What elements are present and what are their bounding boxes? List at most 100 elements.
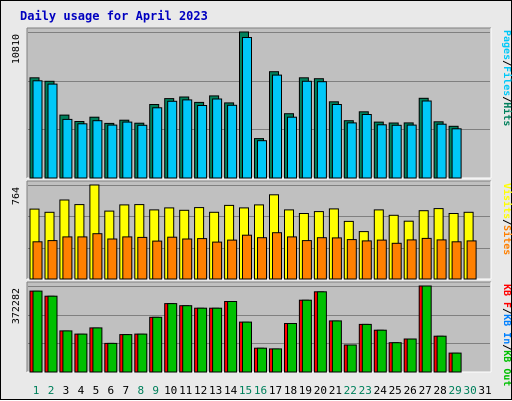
bar-sites-day-18 [287,236,297,280]
bar-files-day-22 [346,122,357,179]
bar-kb-out-day-1 [32,290,43,373]
bar-kb-out-day-6 [107,342,118,373]
bar-sites-day-25 [391,242,402,280]
day-label-23: 23 [359,384,372,397]
bar-sites-day-13 [212,241,223,280]
legend-entry: Files [501,66,512,96]
day-label-12: 12 [194,384,207,397]
bar-files-day-9 [152,107,163,179]
day-label-6: 6 [107,384,114,397]
right-legend-top: Pages/Files/Hits [501,30,512,126]
legend-entry: Sites [501,225,512,255]
bar-kb-out-day-21 [331,320,342,373]
day-label-20: 20 [314,384,327,397]
bar-kb-out-day-26 [406,338,417,373]
legend-entry: KB Out [501,350,512,386]
x-axis-labels: 1 2 3 4 5 6 7 8 9 10 11 12 13 14 15 16 17 18 19 20 21 22 23 24 2… [33,384,492,397]
day-label-8: 8 [137,384,144,397]
bar-sites-day-14 [227,239,238,280]
right-legend-middle: Visits/Sites [501,183,512,255]
day-label-4: 4 [78,384,85,397]
bar-files-day-17 [272,74,282,179]
bar-kb-out-day-16 [257,347,267,373]
bar-kb-out-day-27 [421,285,432,373]
bar-kb-out-day-10 [167,303,178,373]
day-label-10: 10 [164,384,177,397]
bar-kb-out-day-7 [122,334,133,373]
bar-files-day-1 [32,80,43,179]
bar-sites-day-9 [152,240,163,280]
bar-kb-out-day-12 [197,307,208,373]
legend-separator: / [501,308,512,314]
bar-sites-day-21 [331,237,342,280]
bar-sites-day-12 [197,238,208,280]
panel-bottom: 372282 KB F/KB In/KB Out [11,281,512,386]
bar-sites-day-23 [361,240,372,280]
day-label-15: 15 [239,384,252,397]
day-label-3: 3 [63,384,70,397]
bar-kb-out-day-8 [137,333,148,373]
bar-sites-day-29 [451,241,462,280]
legend-separator: / [501,344,512,350]
bar-kb-out-day-29 [451,352,462,373]
bar-files-day-13 [212,98,223,179]
max-value-label-middle: 764 [11,187,22,205]
bar-sites-day-22 [346,239,357,280]
day-label-31: 31 [478,384,491,397]
bar-files-day-4 [77,123,88,179]
bar-files-day-20 [316,81,327,179]
bar-kb-out-day-14 [227,301,238,373]
bar-kb-out-day-17 [272,348,282,373]
bar-sites-day-5 [92,233,103,280]
bar-sites-day-16 [257,237,267,280]
bar-kb-out-day-28 [436,335,447,373]
day-label-13: 13 [209,384,222,397]
bar-kb-out-day-2 [47,295,58,373]
day-label-29: 29 [448,384,461,397]
bar-files-day-19 [301,80,312,179]
legend-entry: KB F [501,284,512,308]
bar-sites-day-28 [436,239,447,280]
day-label-25: 25 [389,384,402,397]
bar-sites-day-7 [122,236,133,280]
bar-sites-day-27 [421,237,432,280]
bar-sites-day-17 [272,232,282,280]
bar-files-day-29 [451,128,462,179]
day-label-11: 11 [179,384,192,397]
bar-kb-out-day-22 [346,344,357,373]
bar-files-day-11 [182,99,193,179]
bar-files-day-25 [391,124,402,179]
panel-middle: 764 Visits/Sites [11,180,512,280]
bar-kb-out-day-11 [182,305,193,373]
bar-files-day-10 [167,100,178,179]
bar-kb-out-day-3 [62,330,73,373]
day-label-7: 7 [122,384,129,397]
bar-kb-out-day-20 [316,291,327,373]
bar-files-day-23 [361,114,372,179]
bar-kb-out-day-18 [287,323,297,373]
chart-title: Daily usage for April 2023 [20,9,208,23]
bar-files-day-26 [406,124,417,179]
bar-files-day-15 [242,37,252,179]
day-label-30: 30 [463,384,476,397]
bar-files-day-2 [47,83,58,179]
legend-entry: Hits [501,102,512,126]
bar-kb-out-day-9 [152,316,163,373]
bar-sites-day-1 [32,241,43,280]
bar-sites-day-20 [316,237,327,280]
day-label-17: 17 [269,384,282,397]
bar-files-day-27 [421,100,432,179]
bar-files-day-18 [287,116,297,179]
bar-sites-day-30 [466,240,477,280]
legend-entry: Pages [501,30,512,60]
bar-sites-day-24 [376,239,387,280]
bar-kb-out-day-23 [361,323,372,373]
bar-sites-day-2 [47,240,58,280]
day-label-22: 22 [344,384,357,397]
bar-sites-day-19 [301,240,312,280]
day-label-19: 19 [299,384,312,397]
bar-files-day-14 [227,104,238,179]
legend-entry: Visits [501,183,512,219]
bar-sites-day-11 [182,238,193,280]
